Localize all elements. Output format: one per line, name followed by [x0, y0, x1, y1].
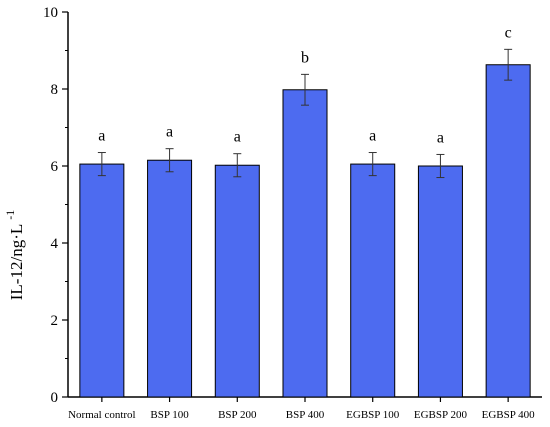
y-tick-label: 0 — [51, 390, 59, 406]
bar — [147, 159, 193, 398]
bar — [485, 64, 531, 398]
y-axis-label-superscript: -1 — [3, 210, 17, 220]
bar — [79, 163, 125, 398]
bars-group — [79, 64, 531, 398]
x-tick-label: BSP 200 — [218, 409, 257, 421]
y-axis-label-text: IL-12/ng·L — [7, 224, 26, 300]
significance-label: a — [437, 129, 444, 146]
significance-label: a — [98, 128, 105, 145]
x-tick-label: EGBSP 100 — [346, 409, 400, 421]
category-labels-group: Normal control BSP 100 BSP 200 BSP 400 EGBSP… — [68, 409, 535, 421]
y-axis-label: IL-12/ng·L -1 — [3, 210, 26, 300]
significance-label: c — [505, 24, 512, 41]
significance-labels-group: a a a b a a c — [98, 24, 511, 146]
x-tick-label: EGBSP 400 — [482, 409, 536, 421]
bar — [214, 164, 260, 398]
x-axis — [68, 396, 542, 402]
y-tick-label: 10 — [43, 5, 58, 21]
y-tick-label: 8 — [51, 82, 59, 98]
bar — [417, 165, 463, 398]
x-tick-label: BSP 400 — [286, 409, 325, 421]
bar — [350, 163, 396, 398]
error-bars-group — [97, 48, 513, 179]
significance-label: a — [234, 129, 241, 146]
x-tick-label: Normal control — [68, 409, 136, 421]
y-tick-label: 4 — [51, 236, 59, 252]
y-tick-label: 6 — [51, 159, 59, 175]
significance-label: a — [369, 128, 376, 145]
significance-label: b — [301, 49, 309, 66]
y-axis: 0 2 4 6 8 10 — [43, 5, 69, 406]
x-tick-label: EGBSP 200 — [414, 409, 468, 421]
y-tick-label: 2 — [51, 313, 59, 329]
bar — [282, 89, 328, 398]
significance-label: a — [166, 124, 173, 141]
x-tick-label: BSP 100 — [150, 409, 189, 421]
